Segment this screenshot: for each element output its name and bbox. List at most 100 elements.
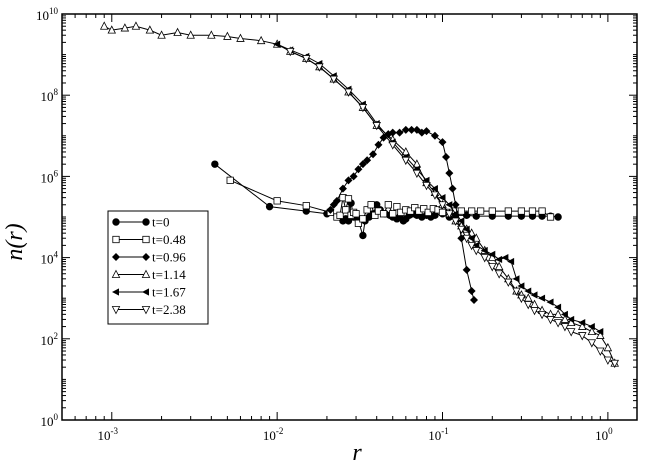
data-point xyxy=(120,23,130,32)
data-point xyxy=(420,205,428,213)
data-point xyxy=(157,30,166,39)
data-point xyxy=(99,21,109,30)
data-point xyxy=(389,210,397,218)
data-point xyxy=(302,55,311,64)
legend-label: t=2.38 xyxy=(152,302,186,317)
data-point xyxy=(438,138,447,147)
data-point xyxy=(538,294,546,302)
data-point xyxy=(451,200,460,209)
legend-item: t=1.14 xyxy=(111,267,186,282)
data-point xyxy=(546,316,555,325)
data-point xyxy=(507,257,515,266)
legend-label: t=0 xyxy=(152,215,169,230)
data-point xyxy=(477,207,485,215)
data-point xyxy=(546,298,554,306)
data-point xyxy=(596,347,605,356)
data-point xyxy=(457,207,465,215)
series-layer xyxy=(99,21,619,369)
legend-label: t=1.67 xyxy=(152,285,186,300)
data-point xyxy=(517,294,526,304)
data-point xyxy=(553,309,563,318)
data-point xyxy=(336,211,344,219)
data-point xyxy=(554,303,562,311)
data-point xyxy=(494,261,504,271)
data-point xyxy=(332,196,341,205)
legend-marker xyxy=(142,253,150,261)
data-point xyxy=(480,254,489,263)
data-point xyxy=(587,322,595,331)
data-point xyxy=(469,296,478,305)
data-point xyxy=(226,176,234,184)
y-axis-title: n(r) xyxy=(2,223,28,260)
data-point xyxy=(256,35,266,45)
data-point xyxy=(329,75,339,84)
data-point xyxy=(131,21,141,30)
data-point xyxy=(488,263,497,272)
legend-marker xyxy=(141,306,151,315)
data-point xyxy=(610,359,619,369)
data-point xyxy=(578,319,586,327)
data-point xyxy=(211,160,219,168)
data-point xyxy=(145,25,155,34)
legend-label: t=0.48 xyxy=(152,232,186,247)
data-point xyxy=(363,156,372,165)
data-point xyxy=(358,104,368,113)
data-point xyxy=(468,207,476,215)
data-point xyxy=(354,219,363,227)
series-1 xyxy=(226,176,555,227)
data-point xyxy=(107,25,117,34)
data-point xyxy=(424,208,432,216)
data-point xyxy=(344,195,353,203)
data-point xyxy=(524,301,533,310)
data-point xyxy=(438,194,446,202)
data-point xyxy=(528,207,537,215)
legend-label: t=1.14 xyxy=(152,267,186,282)
legend-marker xyxy=(111,306,121,315)
legend-marker xyxy=(142,235,150,244)
x-tick-label: 10-3 xyxy=(98,426,119,443)
legend-item: t=1.67 xyxy=(112,285,186,300)
data-point xyxy=(596,330,605,339)
legend-marker xyxy=(112,218,120,226)
data-point xyxy=(445,210,454,219)
data-point xyxy=(379,210,388,218)
data-point xyxy=(462,234,471,244)
data-point xyxy=(223,31,232,40)
data-point xyxy=(554,213,562,221)
data-point xyxy=(504,278,513,287)
data-point xyxy=(538,207,546,215)
legend-item: t=0 xyxy=(112,215,169,230)
data-point xyxy=(480,246,488,255)
data-point xyxy=(504,207,512,215)
data-point xyxy=(603,356,613,365)
data-point xyxy=(467,241,476,251)
data-point xyxy=(265,202,274,211)
data-point xyxy=(603,342,613,352)
data-point xyxy=(546,213,555,221)
data-point xyxy=(430,191,440,200)
data-point xyxy=(412,169,422,179)
data-point xyxy=(438,201,447,210)
data-point xyxy=(448,184,457,193)
legend: t=0 t=0.48 t=0.96 t=1.14 t=1.67 t=2.38 xyxy=(107,210,209,325)
data-point xyxy=(587,326,597,336)
data-point xyxy=(422,182,431,191)
data-point xyxy=(273,197,281,205)
data-point xyxy=(457,225,466,235)
data-point xyxy=(372,122,381,131)
x-tick-label: 100 xyxy=(595,426,613,443)
data-point xyxy=(524,293,533,302)
data-point xyxy=(285,47,295,57)
legend-marker xyxy=(142,288,149,296)
data-point xyxy=(173,27,182,36)
data-point xyxy=(302,202,310,210)
data-point xyxy=(472,247,481,256)
axes-layer: 10-3 10-2 10-1 100 100 102 104 106 108 1010 xyxy=(36,6,637,443)
data-point xyxy=(560,314,570,323)
data-point xyxy=(354,165,363,174)
x-tick-label: 10-1 xyxy=(428,426,449,443)
data-point xyxy=(553,319,563,328)
data-point xyxy=(517,207,526,215)
data-point xyxy=(422,127,431,136)
